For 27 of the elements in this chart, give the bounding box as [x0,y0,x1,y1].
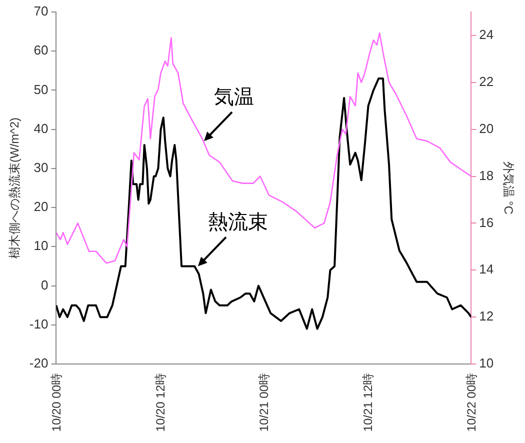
y2-axis-title: 外気温 °C [501,162,516,215]
y-tick-label: 0 [40,277,48,292]
x-tick-label: 10/20 12時 [153,373,168,432]
annotation: 気温 [214,86,254,109]
y-tick-label: 50 [34,82,48,97]
y2-tick-label: 18 [479,168,494,183]
y-tick-label: 40 [34,120,48,136]
y2-tick-label: 12 [479,308,494,324]
y2-tick-label: 24 [479,27,494,42]
y-tick-label: 10 [34,238,48,254]
annotation: 熱流束 [208,212,268,234]
y-tick-label: -20 [29,356,48,371]
x-tick-label: 10/22 00時 [464,373,479,432]
y2-tick-label: 20 [479,120,494,136]
y2-tick-label: 10 [479,356,494,371]
x-tick-label: 10/20 00時 [50,373,64,432]
y-axis-title: 樹木側への熱流束(W/m^2) [8,118,22,258]
y2-tick-label: 16 [479,214,494,230]
y-tick-label: 60 [34,42,48,58]
y-tick-label: -10 [29,316,48,332]
x-tick-label: 10/21 00時 [257,373,272,432]
y2-tick-label: 22 [479,74,494,89]
x-tick-label: 10/21 12時 [360,373,375,432]
y2-tick-label: 14 [479,262,494,277]
y-tick-label: 20 [34,199,48,214]
y-tick-label: 30 [34,160,48,176]
y-tick-label: 70 [34,4,48,19]
